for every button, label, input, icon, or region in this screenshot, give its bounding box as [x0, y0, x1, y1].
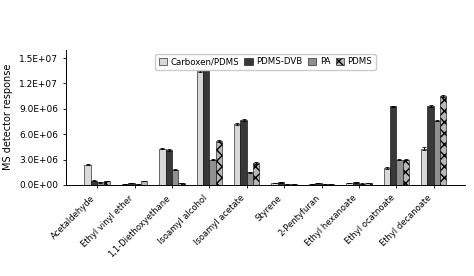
- Bar: [234, 124, 240, 185]
- Bar: [383, 168, 390, 185]
- Bar: [122, 184, 128, 185]
- Bar: [240, 120, 247, 185]
- Bar: [141, 181, 147, 185]
- Bar: [178, 183, 185, 185]
- Bar: [309, 184, 315, 185]
- Bar: [159, 148, 165, 185]
- Bar: [203, 65, 210, 185]
- Bar: [278, 182, 284, 185]
- Bar: [291, 184, 297, 185]
- Bar: [128, 183, 135, 185]
- Bar: [97, 182, 103, 185]
- Bar: [353, 182, 359, 185]
- Bar: [396, 160, 403, 185]
- Bar: [440, 96, 447, 185]
- Bar: [247, 172, 253, 185]
- Bar: [421, 148, 428, 185]
- Bar: [346, 183, 353, 185]
- Bar: [434, 121, 440, 185]
- Bar: [172, 170, 178, 185]
- Legend: Carboxen/PDMS, PDMS-DVB, PA, PDMS: Carboxen/PDMS, PDMS-DVB, PA, PDMS: [155, 54, 376, 70]
- Bar: [359, 184, 365, 185]
- Bar: [428, 106, 434, 185]
- Bar: [197, 71, 203, 185]
- Bar: [210, 160, 216, 185]
- Bar: [135, 184, 141, 185]
- Bar: [328, 184, 334, 185]
- Bar: [91, 181, 97, 185]
- Bar: [272, 183, 278, 185]
- Bar: [390, 106, 396, 185]
- Bar: [216, 141, 222, 185]
- Bar: [321, 184, 328, 185]
- Bar: [103, 181, 110, 185]
- Bar: [284, 184, 291, 185]
- Bar: [365, 183, 372, 185]
- Bar: [84, 164, 91, 185]
- Y-axis label: MS detector response: MS detector response: [3, 64, 13, 171]
- Bar: [403, 160, 409, 185]
- Bar: [315, 183, 321, 185]
- Bar: [165, 150, 172, 185]
- Bar: [253, 163, 259, 185]
